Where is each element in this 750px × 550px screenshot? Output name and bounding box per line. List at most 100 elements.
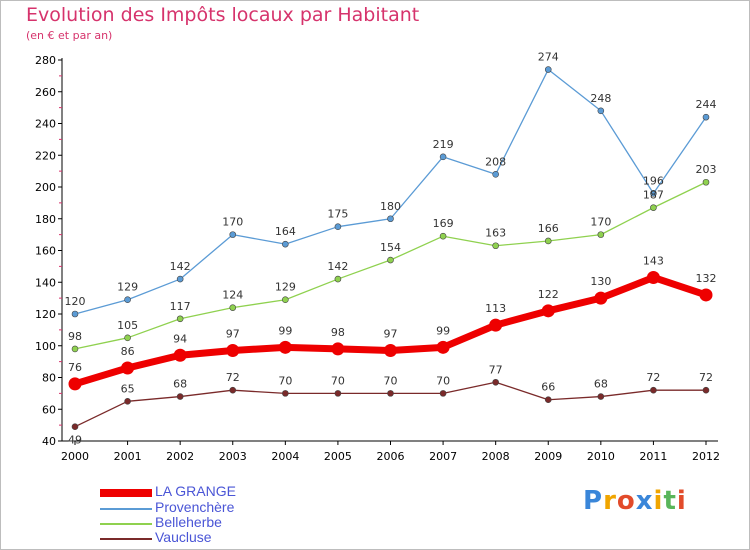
data-point: [229, 304, 237, 311]
data-label: 274: [538, 51, 559, 64]
data-label: 166: [538, 222, 559, 235]
legend-label: Belleherbe: [155, 514, 222, 530]
data-label: 164: [275, 225, 296, 238]
x-tick-label: 2001: [114, 450, 142, 463]
data-point: [594, 291, 608, 305]
data-label: 77: [489, 363, 503, 376]
data-point: [278, 340, 292, 354]
y-tick-label: 240: [35, 118, 56, 131]
chart-subtitle: (en € et par an): [26, 29, 113, 42]
y-tick-label: 60: [42, 403, 56, 416]
data-point: [541, 304, 555, 318]
data-point: [544, 237, 552, 245]
data-label: 68: [594, 378, 608, 391]
data-label: 105: [117, 319, 138, 332]
data-label: 49: [68, 434, 82, 447]
data-label: 130: [590, 275, 611, 288]
data-point: [387, 256, 394, 264]
x-tick-label: 2006: [377, 450, 405, 463]
data-point: [489, 318, 503, 332]
legend-label: Vaucluse: [155, 529, 212, 545]
y-tick-label: 160: [35, 245, 56, 258]
x-tick-label: 2010: [587, 450, 615, 463]
x-tick-label: 2011: [639, 450, 667, 463]
data-label: 154: [380, 241, 401, 254]
y-tick-label: 220: [35, 149, 56, 162]
data-label: 175: [327, 208, 348, 221]
data-label: 122: [538, 288, 559, 301]
data-point: [71, 423, 79, 431]
data-point: [282, 240, 289, 248]
data-point: [384, 344, 397, 358]
data-point: [544, 396, 552, 404]
data-point: [226, 344, 240, 358]
data-point: [597, 231, 605, 238]
data-label: 244: [696, 98, 717, 111]
data-label: 99: [278, 324, 292, 337]
data-label: 68: [173, 378, 187, 391]
data-label: 187: [643, 189, 664, 202]
x-tick-label: 2008: [482, 450, 510, 463]
data-point: [492, 242, 499, 250]
x-tick-label: 2007: [429, 450, 457, 463]
data-label: 120: [65, 295, 86, 308]
data-point: [492, 171, 499, 178]
y-tick-label: 100: [35, 340, 56, 353]
data-label: 70: [331, 374, 345, 387]
x-tick-label: 2000: [61, 450, 89, 463]
data-label: 142: [170, 260, 191, 273]
data-point: [229, 386, 237, 394]
data-point: [702, 113, 710, 121]
legend-swatch: [100, 507, 152, 510]
x-tick-label: 2004: [271, 450, 299, 463]
data-point: [124, 398, 131, 405]
series-line-3: [74, 381, 707, 428]
series-line-1: [74, 68, 707, 315]
data-point: [646, 270, 660, 284]
data-point: [702, 178, 710, 186]
legend-swatch: [100, 522, 152, 525]
data-label: 124: [222, 289, 243, 302]
data-point: [544, 66, 552, 73]
data-point: [650, 190, 657, 197]
data-point: [331, 342, 345, 356]
y-tick-label: 180: [35, 213, 56, 226]
data-label: 65: [121, 382, 135, 395]
data-label: 196: [643, 174, 664, 187]
data-point: [334, 275, 342, 283]
data-label: 86: [121, 345, 135, 358]
data-label: 113: [485, 302, 506, 315]
chart-title: Evolution des Impôts locaux par Habitant: [26, 4, 420, 26]
data-point: [334, 390, 342, 397]
data-point: [282, 390, 289, 397]
x-tick-label: 2003: [219, 450, 247, 463]
data-point: [436, 340, 450, 354]
data-point: [439, 232, 447, 240]
data-label: 142: [327, 260, 348, 273]
data-point: [124, 296, 131, 304]
data-label: 248: [590, 92, 611, 105]
data-label: 70: [436, 374, 450, 387]
data-point: [387, 390, 394, 397]
data-label: 163: [485, 227, 506, 240]
data-point: [387, 215, 394, 223]
x-tick-label: 2002: [166, 450, 194, 463]
data-label: 97: [384, 328, 398, 341]
data-point: [597, 393, 605, 400]
data-label: 132: [696, 272, 717, 285]
data-point: [439, 153, 447, 161]
data-label: 170: [590, 216, 611, 229]
data-point: [492, 378, 499, 386]
data-label: 72: [226, 371, 240, 384]
data-label: 117: [170, 300, 191, 313]
y-tick-label: 260: [35, 86, 56, 99]
data-label: 203: [696, 163, 717, 176]
y-tick-label: 280: [35, 54, 56, 67]
y-tick-label: 140: [35, 276, 56, 289]
data-label: 219: [433, 138, 454, 151]
data-point: [124, 334, 131, 342]
data-point: [71, 310, 79, 318]
data-point: [439, 390, 447, 397]
data-point: [229, 231, 237, 238]
